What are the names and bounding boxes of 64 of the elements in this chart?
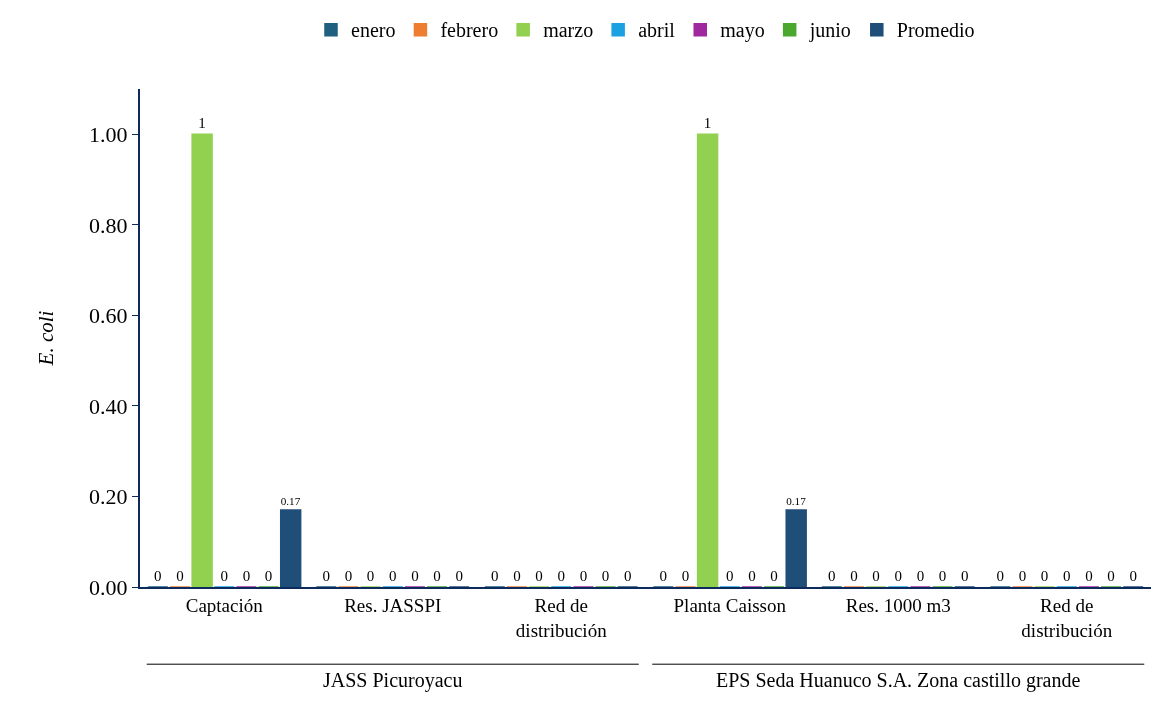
data-label: 0: [726, 568, 734, 584]
data-label: 0: [154, 568, 162, 584]
data-label: 0: [366, 568, 375, 584]
y-tick-label: 1.00: [89, 121, 128, 147]
x-tick-label: Red de distribución: [515, 594, 608, 641]
legend-label: marzo: [543, 19, 594, 42]
x-tick-label: Red de distribución: [1021, 594, 1113, 641]
legend-label: junio: [808, 19, 851, 43]
data-label: 0: [681, 568, 690, 584]
data-label: 0: [411, 568, 419, 584]
data-label: 0.17: [786, 494, 807, 507]
data-label: 0: [894, 568, 902, 584]
y-tick-label: 0.20: [89, 484, 128, 510]
legend-label: abril: [638, 19, 676, 42]
data-label: 0: [220, 568, 228, 584]
x-tick-label: Captación: [185, 594, 264, 616]
data-label: 0: [960, 568, 969, 584]
data-label: 0: [1040, 568, 1049, 584]
data-label: 0: [748, 568, 756, 584]
data-label: 0: [344, 568, 353, 584]
data-label: 0: [264, 568, 273, 584]
data-label: 0: [916, 568, 925, 584]
data-label: 0: [1129, 568, 1137, 584]
data-label: 0: [1063, 568, 1071, 584]
data-label: 0: [1085, 568, 1093, 584]
data-label: 0: [242, 568, 251, 584]
data-label: 0: [535, 568, 543, 584]
data-label: 0: [322, 568, 331, 584]
data-label: 0: [828, 568, 836, 584]
data-label: 0.17: [280, 494, 301, 507]
data-label: 0: [623, 568, 632, 584]
legend-label: Promedio: [896, 19, 975, 42]
data-label: 1: [198, 115, 206, 132]
data-label: 0: [433, 568, 441, 584]
data-label: 0: [996, 568, 1005, 584]
text: EPS Seda Huanuco S.A. Zona castillo grande: [716, 669, 1081, 692]
x-tick-label: Res. 1000 m3: [845, 594, 951, 616]
data-label: 0: [770, 568, 778, 584]
data-label: 0: [455, 568, 463, 584]
data-label: 0: [1107, 568, 1115, 584]
y-tick-label: 0.00: [89, 574, 128, 600]
data-label: 0: [491, 568, 499, 584]
data-label: 0: [938, 568, 947, 584]
y-axis-title: E. coli: [33, 310, 58, 367]
data-label: 1: [703, 115, 712, 132]
data-label: 0: [389, 568, 397, 584]
legend-label: mayo: [720, 19, 765, 43]
x-tick-label: Res. JASSPI: [344, 594, 442, 616]
y-tick-label: 0.80: [89, 212, 128, 238]
data-label: 0: [850, 568, 858, 584]
data-label: 0: [579, 568, 588, 584]
text: JASS Picuroyacu: [323, 669, 463, 692]
data-label: 0: [872, 568, 880, 584]
data-label: 0: [513, 568, 521, 584]
y-tick-label: 0.40: [89, 393, 128, 419]
x-tick-label: Planta Caisson: [673, 594, 787, 616]
y-tick-label: 0.60: [89, 303, 128, 329]
data-label: 0: [659, 568, 668, 584]
legend-label: enero: [351, 19, 396, 42]
data-label: 0: [176, 568, 184, 584]
data-label: 0: [1018, 568, 1027, 584]
legend-label: febrero: [440, 19, 499, 42]
data-label: 0: [557, 568, 565, 584]
data-label: 0: [601, 568, 610, 584]
